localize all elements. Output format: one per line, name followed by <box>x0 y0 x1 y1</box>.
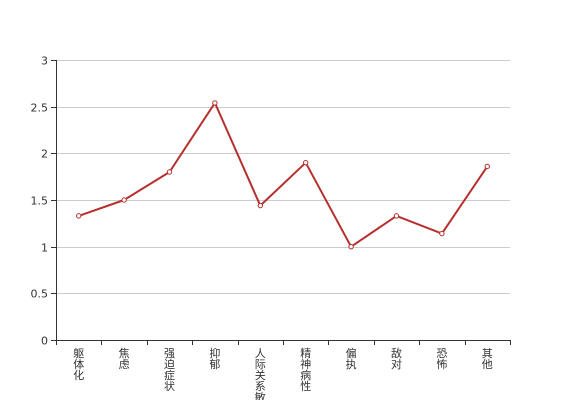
data-point-8 <box>439 230 445 237</box>
x-tick-label-5: 精神病性 <box>300 347 311 393</box>
x-tick-label-8: 恐怖 <box>436 347 447 371</box>
y-tick-label-0: 0 <box>41 335 48 348</box>
x-tick-label-9: 其他 <box>482 347 493 371</box>
x-tick-label-2: 强迫症状 <box>164 347 175 393</box>
data-point-5 <box>303 159 309 166</box>
data-point-1 <box>121 197 127 203</box>
y-tick-label-6: 3 <box>41 55 48 68</box>
data-point-0 <box>76 213 82 219</box>
x-axis-tick-labels: 躯体化 焦虑 强迫症状 抑郁 人际关系敏感 精神病性 偏执 敌对 恐怖 其他 <box>73 346 493 404</box>
data-point-3 <box>212 100 218 106</box>
data-points <box>76 100 490 250</box>
x-tick-label-7: 敌对 <box>391 346 402 371</box>
grid-lines <box>56 60 510 294</box>
axes <box>51 60 511 345</box>
x-tick-label-6: 偏执 <box>346 346 357 371</box>
x-tick-label-1: 焦虑 <box>119 347 130 371</box>
data-point-7 <box>393 213 400 219</box>
y-tick-label-4: 2 <box>41 148 48 161</box>
y-tick-label-5: 2.5 <box>31 102 49 115</box>
data-point-9 <box>484 163 490 170</box>
y-tick-label-3: 1.5 <box>31 195 49 208</box>
data-point-6 <box>348 243 354 250</box>
x-tick-label-4: 人际关系敏感 <box>255 347 266 400</box>
series-lines <box>78 101 489 248</box>
series-line-0 <box>78 101 489 248</box>
x-tick-label-3: 抑郁 <box>209 346 220 371</box>
y-tick-label-1: 0.5 <box>31 288 49 301</box>
data-point-4 <box>257 202 263 209</box>
y-tick-label-2: 1 <box>41 242 48 255</box>
x-tick-label-0: 躯体化 <box>73 347 84 382</box>
y-axis-tick-labels: 0 0.5 1 1.5 2 2.5 3 <box>31 55 49 348</box>
data-point-2 <box>166 169 173 175</box>
